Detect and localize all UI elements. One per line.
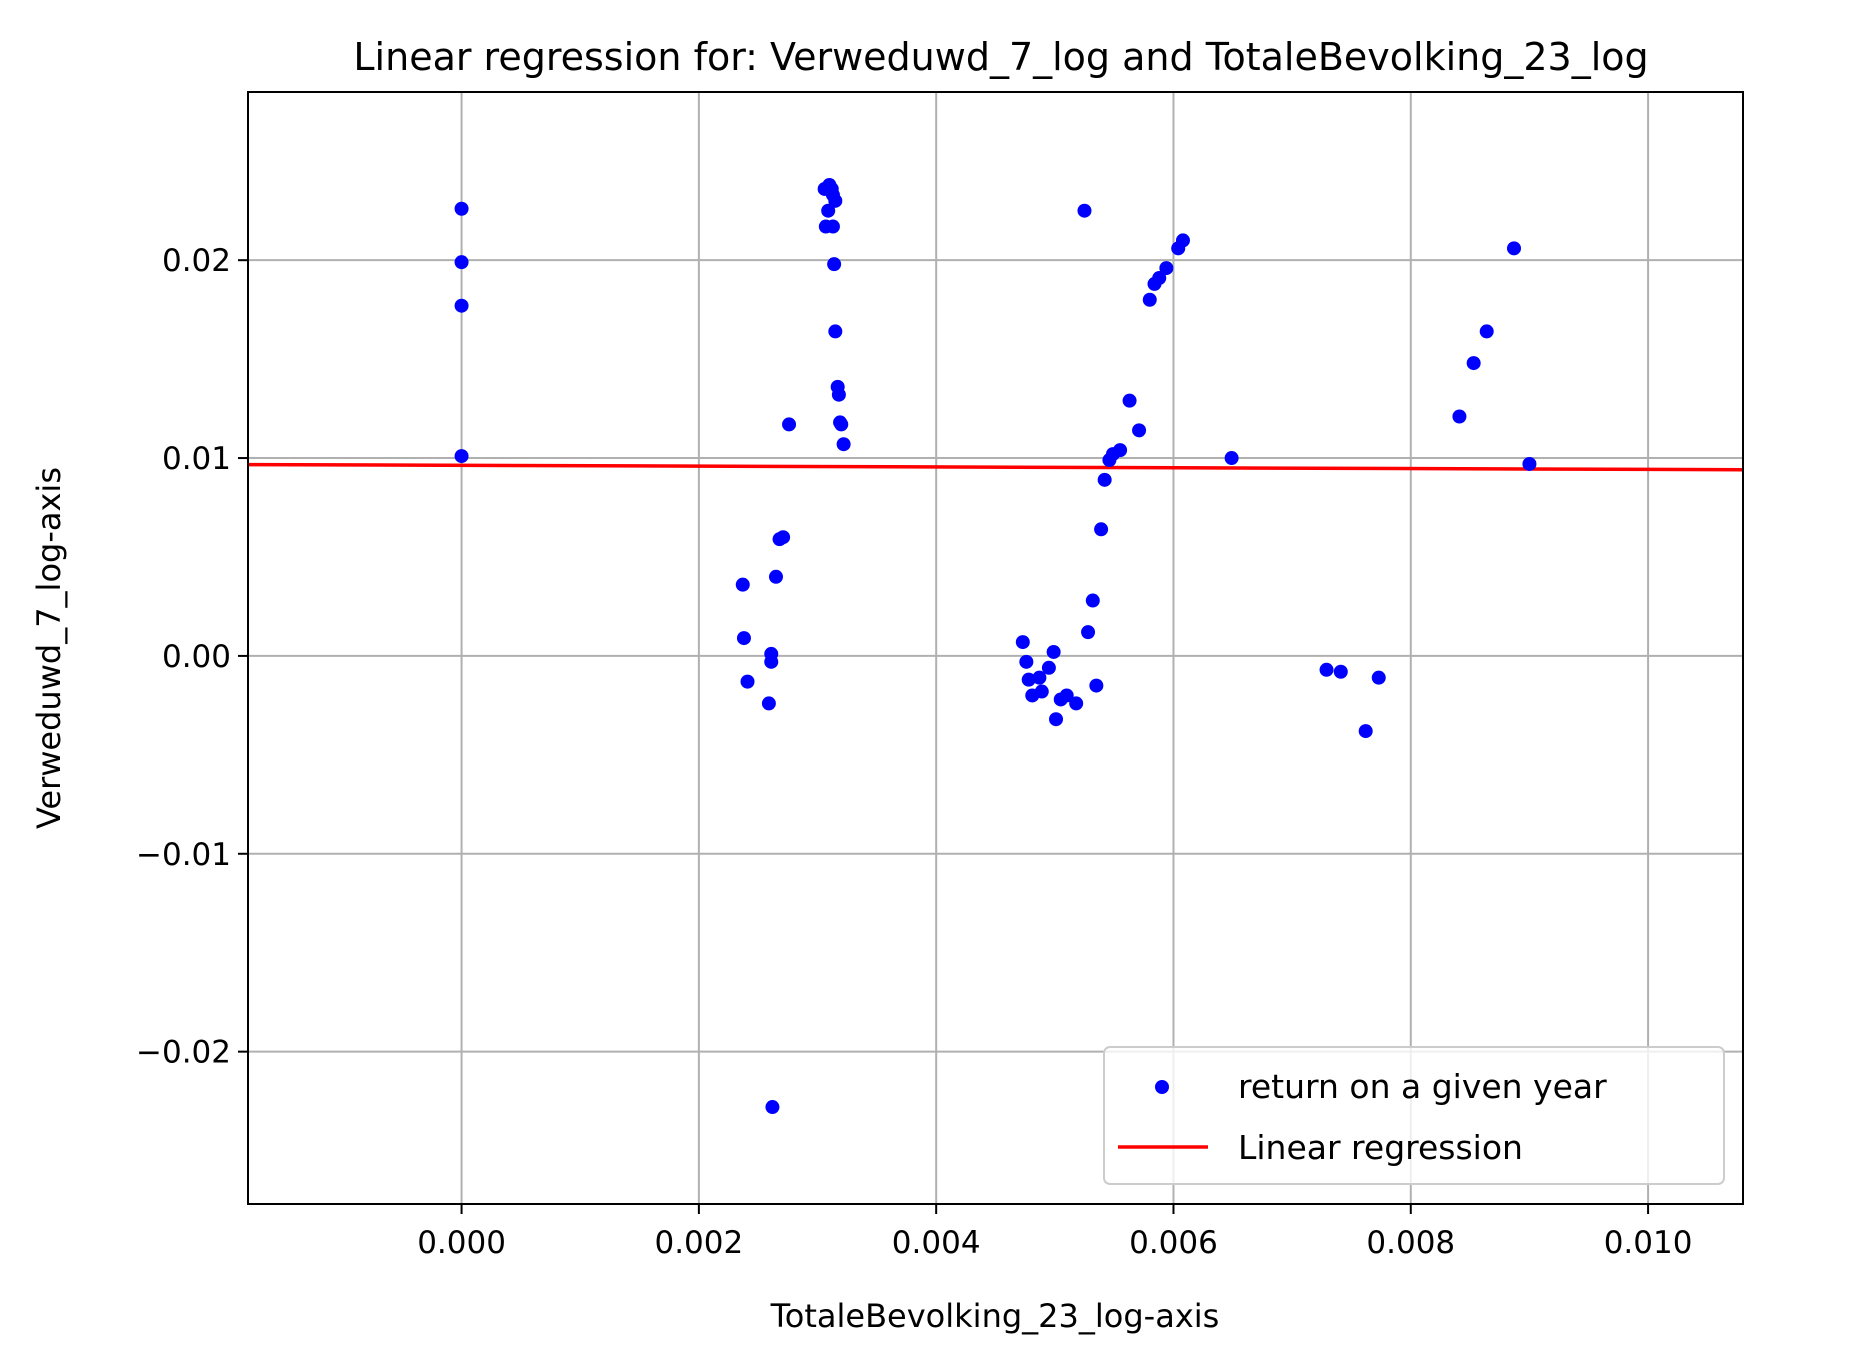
- y-tick-label: 0.01: [162, 441, 231, 477]
- scatter-point: [1113, 443, 1128, 458]
- scatter-point: [1021, 672, 1036, 687]
- scatter-point: [1094, 522, 1109, 537]
- scatter-point: [831, 387, 846, 402]
- plot-frame: [247, 91, 1744, 1205]
- scatter-point: [1085, 593, 1100, 608]
- regression-layer: [247, 462, 1744, 472]
- x-axis-label: TotaleBevolking_23_log-axis: [770, 1297, 1220, 1335]
- y-axis-ticks: −0.02 −0.01 0.00 0.01 0.02: [136, 243, 248, 1071]
- scatter-point: [1466, 356, 1481, 371]
- scatter-point: [1522, 456, 1537, 471]
- scatter-point: [736, 631, 751, 646]
- scatter-point: [765, 1100, 780, 1115]
- scatter-point: [1142, 292, 1157, 307]
- scatter-point: [1089, 678, 1104, 693]
- y-tick-label: −0.02: [136, 1035, 231, 1071]
- scatter-points: [454, 177, 1537, 1115]
- scatter-point: [1049, 712, 1064, 727]
- scatter-point: [782, 417, 797, 432]
- scatter-point: [776, 530, 791, 545]
- chart-title: Linear regression for: Verweduwd_7_log a…: [353, 35, 1648, 79]
- grid: [248, 92, 1743, 1204]
- x-tick-label: 0.002: [654, 1225, 743, 1261]
- scatter-point: [1358, 724, 1373, 739]
- legend: return on a given year Linear regression: [1103, 1046, 1725, 1185]
- scatter-point: [828, 193, 843, 208]
- scatter-point: [1019, 654, 1034, 669]
- x-axis-ticks: 0.000 0.002 0.004 0.006 0.008 0.010: [417, 1204, 1692, 1261]
- scatter-point: [1224, 451, 1239, 466]
- scatter-point: [454, 449, 469, 464]
- scatter-point: [1034, 684, 1049, 699]
- scatter-point: [1046, 644, 1061, 659]
- scatter-point: [836, 437, 851, 452]
- scatter-point: [454, 298, 469, 313]
- x-tick-label: 0.010: [1604, 1225, 1693, 1261]
- legend-label-points: return on a given year: [1238, 1067, 1607, 1106]
- x-tick-label: 0.008: [1366, 1225, 1455, 1261]
- scatter-point: [1371, 670, 1386, 685]
- scatter-point: [827, 257, 842, 272]
- scatter-point: [768, 569, 783, 584]
- x-tick-label: 0.000: [417, 1225, 506, 1261]
- scatter-point: [1122, 393, 1137, 408]
- legend-label-regression: Linear regression: [1238, 1128, 1523, 1167]
- y-tick-label: 0.02: [162, 243, 231, 279]
- scatter-point: [834, 417, 849, 432]
- scatter-point: [1097, 472, 1112, 487]
- scatter-point: [740, 674, 755, 689]
- scatter-point: [1132, 423, 1147, 438]
- scatter-point: [1452, 409, 1467, 424]
- scatter-point: [1059, 688, 1074, 703]
- scatter-point: [1175, 233, 1190, 248]
- scatter-point: [821, 203, 836, 218]
- y-axis-label: Verweduwd_7_log-axis: [30, 467, 68, 829]
- scatter-point: [1032, 670, 1047, 685]
- scatter-point: [1152, 270, 1167, 285]
- scatter-point: [1159, 261, 1174, 276]
- scatter-point: [1479, 324, 1494, 339]
- scatter-point: [454, 201, 469, 216]
- scatter-point: [1041, 660, 1056, 675]
- x-tick-label: 0.006: [1129, 1225, 1218, 1261]
- scatter-point: [735, 577, 750, 592]
- legend-marker-points: [1155, 1080, 1169, 1094]
- scatter-point: [1507, 241, 1522, 256]
- y-tick-label: −0.01: [136, 837, 231, 873]
- scatter-point: [1069, 696, 1084, 711]
- x-tick-label: 0.004: [892, 1225, 981, 1261]
- scatter-point: [1081, 625, 1096, 640]
- scatter-point: [825, 219, 840, 234]
- scatter-point: [1015, 635, 1030, 650]
- scatter-point: [1333, 664, 1348, 679]
- scatter-point: [764, 654, 779, 669]
- regression-line: [247, 462, 1744, 472]
- scatter-point: [1077, 203, 1092, 218]
- y-tick-label: 0.00: [162, 639, 231, 675]
- legend-box: [1103, 1046, 1725, 1185]
- scatter-point: [828, 324, 843, 339]
- scatter-point: [454, 255, 469, 270]
- scatter-point: [1319, 662, 1334, 677]
- scatter-point: [761, 696, 776, 711]
